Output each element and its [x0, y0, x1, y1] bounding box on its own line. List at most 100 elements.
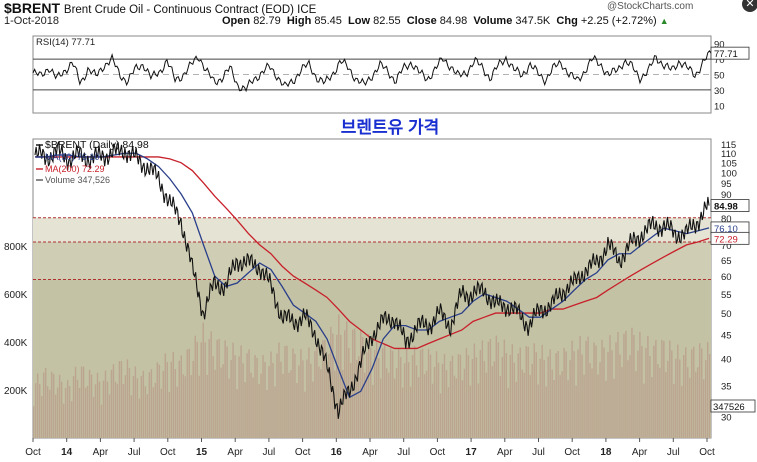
volume-bar — [214, 369, 216, 438]
volume-bar — [258, 383, 260, 438]
rsi-panel: 90 70 50 30 10 RSI(14) 77.71 77.71 — [32, 35, 750, 114]
volume-bar — [324, 340, 326, 438]
volume-bar — [401, 387, 404, 438]
volume-bar — [122, 384, 125, 438]
volume-bar — [487, 341, 490, 438]
volume-bar — [310, 363, 312, 438]
price-line — [34, 141, 710, 419]
volume-bar — [114, 381, 117, 438]
volume-bar — [697, 367, 699, 438]
volume-bar — [479, 350, 482, 438]
volume-bar — [160, 388, 163, 438]
volume-bar — [489, 338, 492, 438]
x-tick-label: Apr — [227, 447, 243, 458]
volume-bar — [389, 348, 392, 438]
volume-bar — [573, 351, 575, 438]
x-tick-label: Jul — [128, 447, 141, 458]
volume-bar — [535, 352, 537, 438]
volume-bar — [332, 333, 334, 438]
price-last-tag-box — [710, 199, 750, 212]
volume-bar — [196, 341, 198, 438]
volume-bar — [549, 349, 551, 438]
volume-bar — [222, 364, 224, 438]
volume-bar — [94, 384, 97, 438]
x-tick-label: Oct — [25, 447, 41, 458]
volume-bar — [352, 329, 354, 438]
chg-up-icon: ▲ — [659, 16, 669, 26]
volume-bar — [202, 322, 204, 438]
chg-value: +2.25 (+2.72%) — [580, 15, 657, 27]
close-value: 84.98 — [439, 15, 468, 27]
volume-bar — [631, 327, 633, 438]
volume-bar — [481, 340, 484, 438]
volume-bar — [292, 348, 294, 438]
price-tick-label: 60 — [721, 272, 732, 283]
volume-bar — [206, 374, 208, 438]
volume-bar — [320, 369, 322, 438]
low-value: 82.55 — [373, 15, 401, 27]
volume-bar — [455, 378, 458, 438]
volume-bar — [118, 360, 121, 438]
volume-bar — [250, 372, 252, 438]
x-tick-label: Oct — [564, 447, 580, 458]
volume-bar — [595, 345, 597, 438]
volume-bar — [505, 353, 508, 438]
volume-bar — [262, 354, 264, 438]
volume-bar — [288, 372, 290, 438]
volume-bar — [579, 336, 581, 438]
volume-bar — [701, 348, 703, 438]
volume-bar — [368, 333, 370, 438]
volume-bar — [370, 347, 372, 438]
volume-bar — [300, 349, 302, 438]
volume-bar — [679, 359, 681, 438]
volume-bar — [475, 357, 478, 438]
volume-bar — [657, 364, 659, 438]
volume-bar — [296, 383, 298, 438]
volume-bar — [555, 353, 557, 438]
volume-bar — [64, 387, 67, 438]
price-tick-label: 55 — [721, 290, 732, 301]
price-tick-label: 30 — [721, 413, 732, 424]
price-tick-label: 90 — [721, 190, 732, 201]
open-value: 82.79 — [253, 15, 281, 27]
volume-bar — [340, 334, 342, 438]
symbol-title: $BRENT Brent Crude Oil - Continuous Cont… — [4, 0, 316, 16]
volume-bar — [80, 366, 83, 438]
price-tick-label: 50 — [721, 309, 732, 320]
close-icon[interactable]: ✕ — [742, 0, 757, 12]
volume-value: 347.5K — [515, 15, 551, 27]
volume-bar — [565, 351, 567, 438]
volume-bar — [130, 395, 133, 438]
volume-bar — [326, 369, 328, 438]
volume-bar — [667, 360, 669, 438]
volume-bar — [571, 340, 573, 438]
volume-bar — [56, 387, 59, 438]
volume-bar — [435, 351, 438, 438]
volume-bar — [50, 371, 53, 438]
volume-bar — [473, 343, 476, 438]
volume-bar — [439, 393, 442, 438]
volume-bar — [268, 366, 270, 438]
volume-bar — [675, 358, 677, 438]
volume-tick-label: 400K — [4, 338, 28, 349]
volume-bar — [204, 342, 206, 438]
volume-bar — [581, 354, 583, 438]
volume-bar — [42, 372, 45, 438]
volume-bar — [641, 346, 643, 438]
volume-bar — [613, 378, 615, 438]
volume-bar — [405, 349, 408, 438]
ohlc-readout: Open 82.79 High 85.45 Low 82.55 Close 84… — [222, 15, 669, 27]
volume-bar — [611, 350, 613, 438]
volume-bar — [60, 381, 63, 438]
volume-bar — [639, 331, 641, 438]
volume-bar — [150, 369, 153, 438]
volume-bar — [120, 361, 123, 438]
volume-bar — [182, 374, 184, 438]
volume-bar — [78, 387, 81, 438]
volume-bar — [284, 346, 286, 438]
rsi-last-tag-box — [710, 46, 750, 60]
volume-tick-label: 200K — [4, 386, 28, 397]
volume-bar — [198, 375, 200, 438]
volume-bar — [274, 386, 276, 438]
